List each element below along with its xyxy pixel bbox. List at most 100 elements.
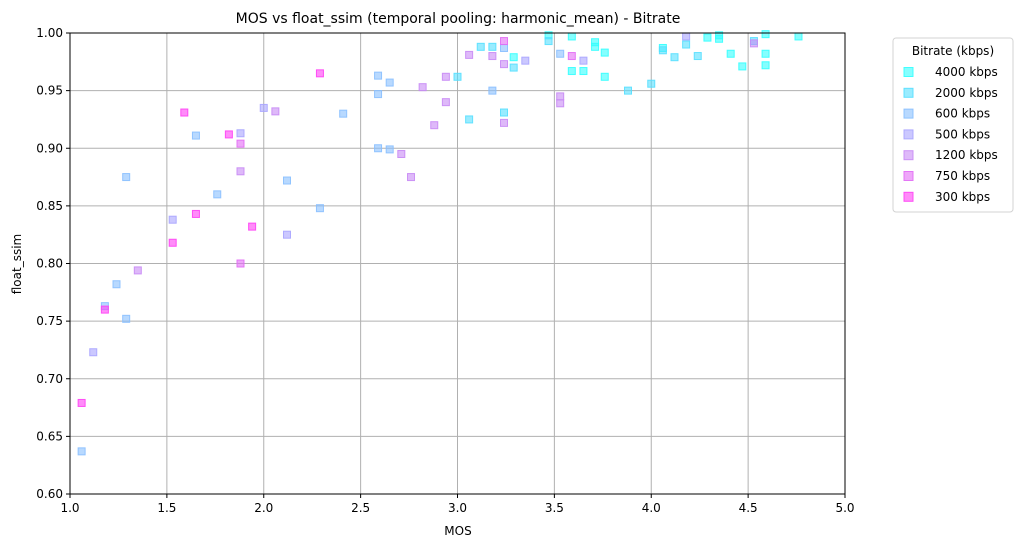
data-point [761, 30, 770, 39]
data-point [224, 130, 233, 139]
data-points [77, 30, 803, 456]
chart-title: MOS vs float_ssim (temporal pooling: har… [236, 11, 681, 27]
data-point [374, 144, 383, 153]
legend-marker [903, 87, 914, 98]
data-point [500, 43, 508, 52]
data-point [693, 52, 702, 61]
data-point [556, 99, 565, 108]
data-point [236, 139, 245, 148]
data-point [236, 259, 245, 268]
x-tick-label: 1.5 [157, 501, 176, 515]
y-tick-label: 0.90 [36, 141, 63, 155]
data-point [509, 63, 518, 72]
legend-label: 600 kbps [935, 107, 990, 121]
legend-title: Bitrate (kbps) [912, 44, 994, 58]
data-point [168, 215, 177, 224]
data-point [283, 176, 291, 185]
x-tick-label: 2.0 [254, 501, 273, 515]
x-tick-label: 4.5 [739, 501, 758, 515]
data-point [749, 39, 758, 48]
data-point [236, 167, 245, 176]
data-point [509, 53, 518, 62]
data-point [77, 447, 86, 456]
legend-label: 4000 kbps [935, 65, 998, 79]
data-point [567, 52, 576, 61]
data-point [271, 107, 280, 116]
data-point [465, 115, 474, 124]
x-tick-label: 4.0 [642, 501, 661, 515]
series-500-kbps [89, 32, 691, 357]
data-point [658, 46, 667, 55]
series-750-kbps [236, 37, 576, 268]
legend: Bitrate (kbps) 4000 kbps 2000 kbps 600 kbp… [892, 37, 1014, 213]
data-point [579, 67, 588, 76]
legend-box [892, 37, 1014, 213]
data-point [465, 50, 474, 59]
data-point [488, 42, 497, 51]
data-point [703, 33, 712, 42]
data-point [500, 118, 508, 127]
series-2000-kbps [453, 37, 758, 124]
data-point [579, 56, 588, 65]
y-tick-label: 1.00 [36, 26, 63, 40]
x-tick-label: 5.0 [835, 501, 854, 515]
data-point [600, 72, 609, 81]
data-point [738, 62, 747, 71]
legend-marker [903, 67, 914, 77]
legend-marker [903, 108, 914, 119]
legend-label: 1200 kbps [935, 148, 998, 162]
legend-label: 300 kbps [935, 190, 990, 204]
y-tick-label: 0.70 [36, 372, 63, 386]
data-point [556, 92, 565, 101]
data-point [600, 48, 609, 57]
y-tick-label: 0.65 [36, 429, 63, 443]
data-point [385, 145, 394, 154]
data-point [441, 98, 450, 107]
data-point [544, 37, 553, 46]
data-point [374, 71, 383, 80]
x-tick-label: 2.5 [351, 501, 370, 515]
data-point [385, 78, 394, 87]
data-point [441, 72, 450, 81]
data-point [670, 53, 679, 62]
data-point [430, 121, 439, 130]
data-point [100, 305, 109, 314]
data-point [556, 49, 565, 58]
series-300-kbps [77, 69, 324, 407]
y-tick-label: 0.75 [36, 314, 63, 328]
data-point [89, 348, 98, 357]
data-point [488, 86, 497, 95]
x-tick-label: 1.0 [60, 501, 79, 515]
data-point [488, 52, 497, 61]
data-point [122, 314, 131, 323]
data-point [726, 49, 735, 58]
legend-marker [903, 150, 914, 161]
legend-label: 2000 kbps [935, 86, 998, 100]
data-point [761, 61, 770, 70]
data-point [133, 266, 142, 275]
data-point [315, 69, 324, 78]
data-point [77, 398, 86, 407]
data-point [168, 238, 177, 247]
y-tick-label: 0.95 [36, 84, 63, 98]
data-point [407, 173, 415, 182]
data-point [191, 209, 200, 218]
x-axis-label: MOS [444, 524, 471, 538]
y-tick-label: 0.80 [36, 257, 63, 271]
data-point [682, 32, 691, 41]
legend-marker [903, 129, 914, 140]
y-tick-label: 0.60 [36, 487, 63, 501]
data-point [315, 204, 324, 213]
axis-ticks: 1.0 1.5 2.0 2.5 3.0 3.5 4.0 4.5 5.0 0.60 0.65 0.70 0… [36, 26, 854, 515]
data-point [180, 108, 189, 117]
data-point [624, 86, 632, 95]
data-point [418, 83, 427, 92]
data-point [761, 49, 770, 58]
data-point [397, 150, 406, 159]
legend-label: 500 kbps [935, 127, 990, 141]
data-point [339, 109, 348, 118]
data-point [591, 42, 600, 51]
data-point [500, 37, 508, 46]
